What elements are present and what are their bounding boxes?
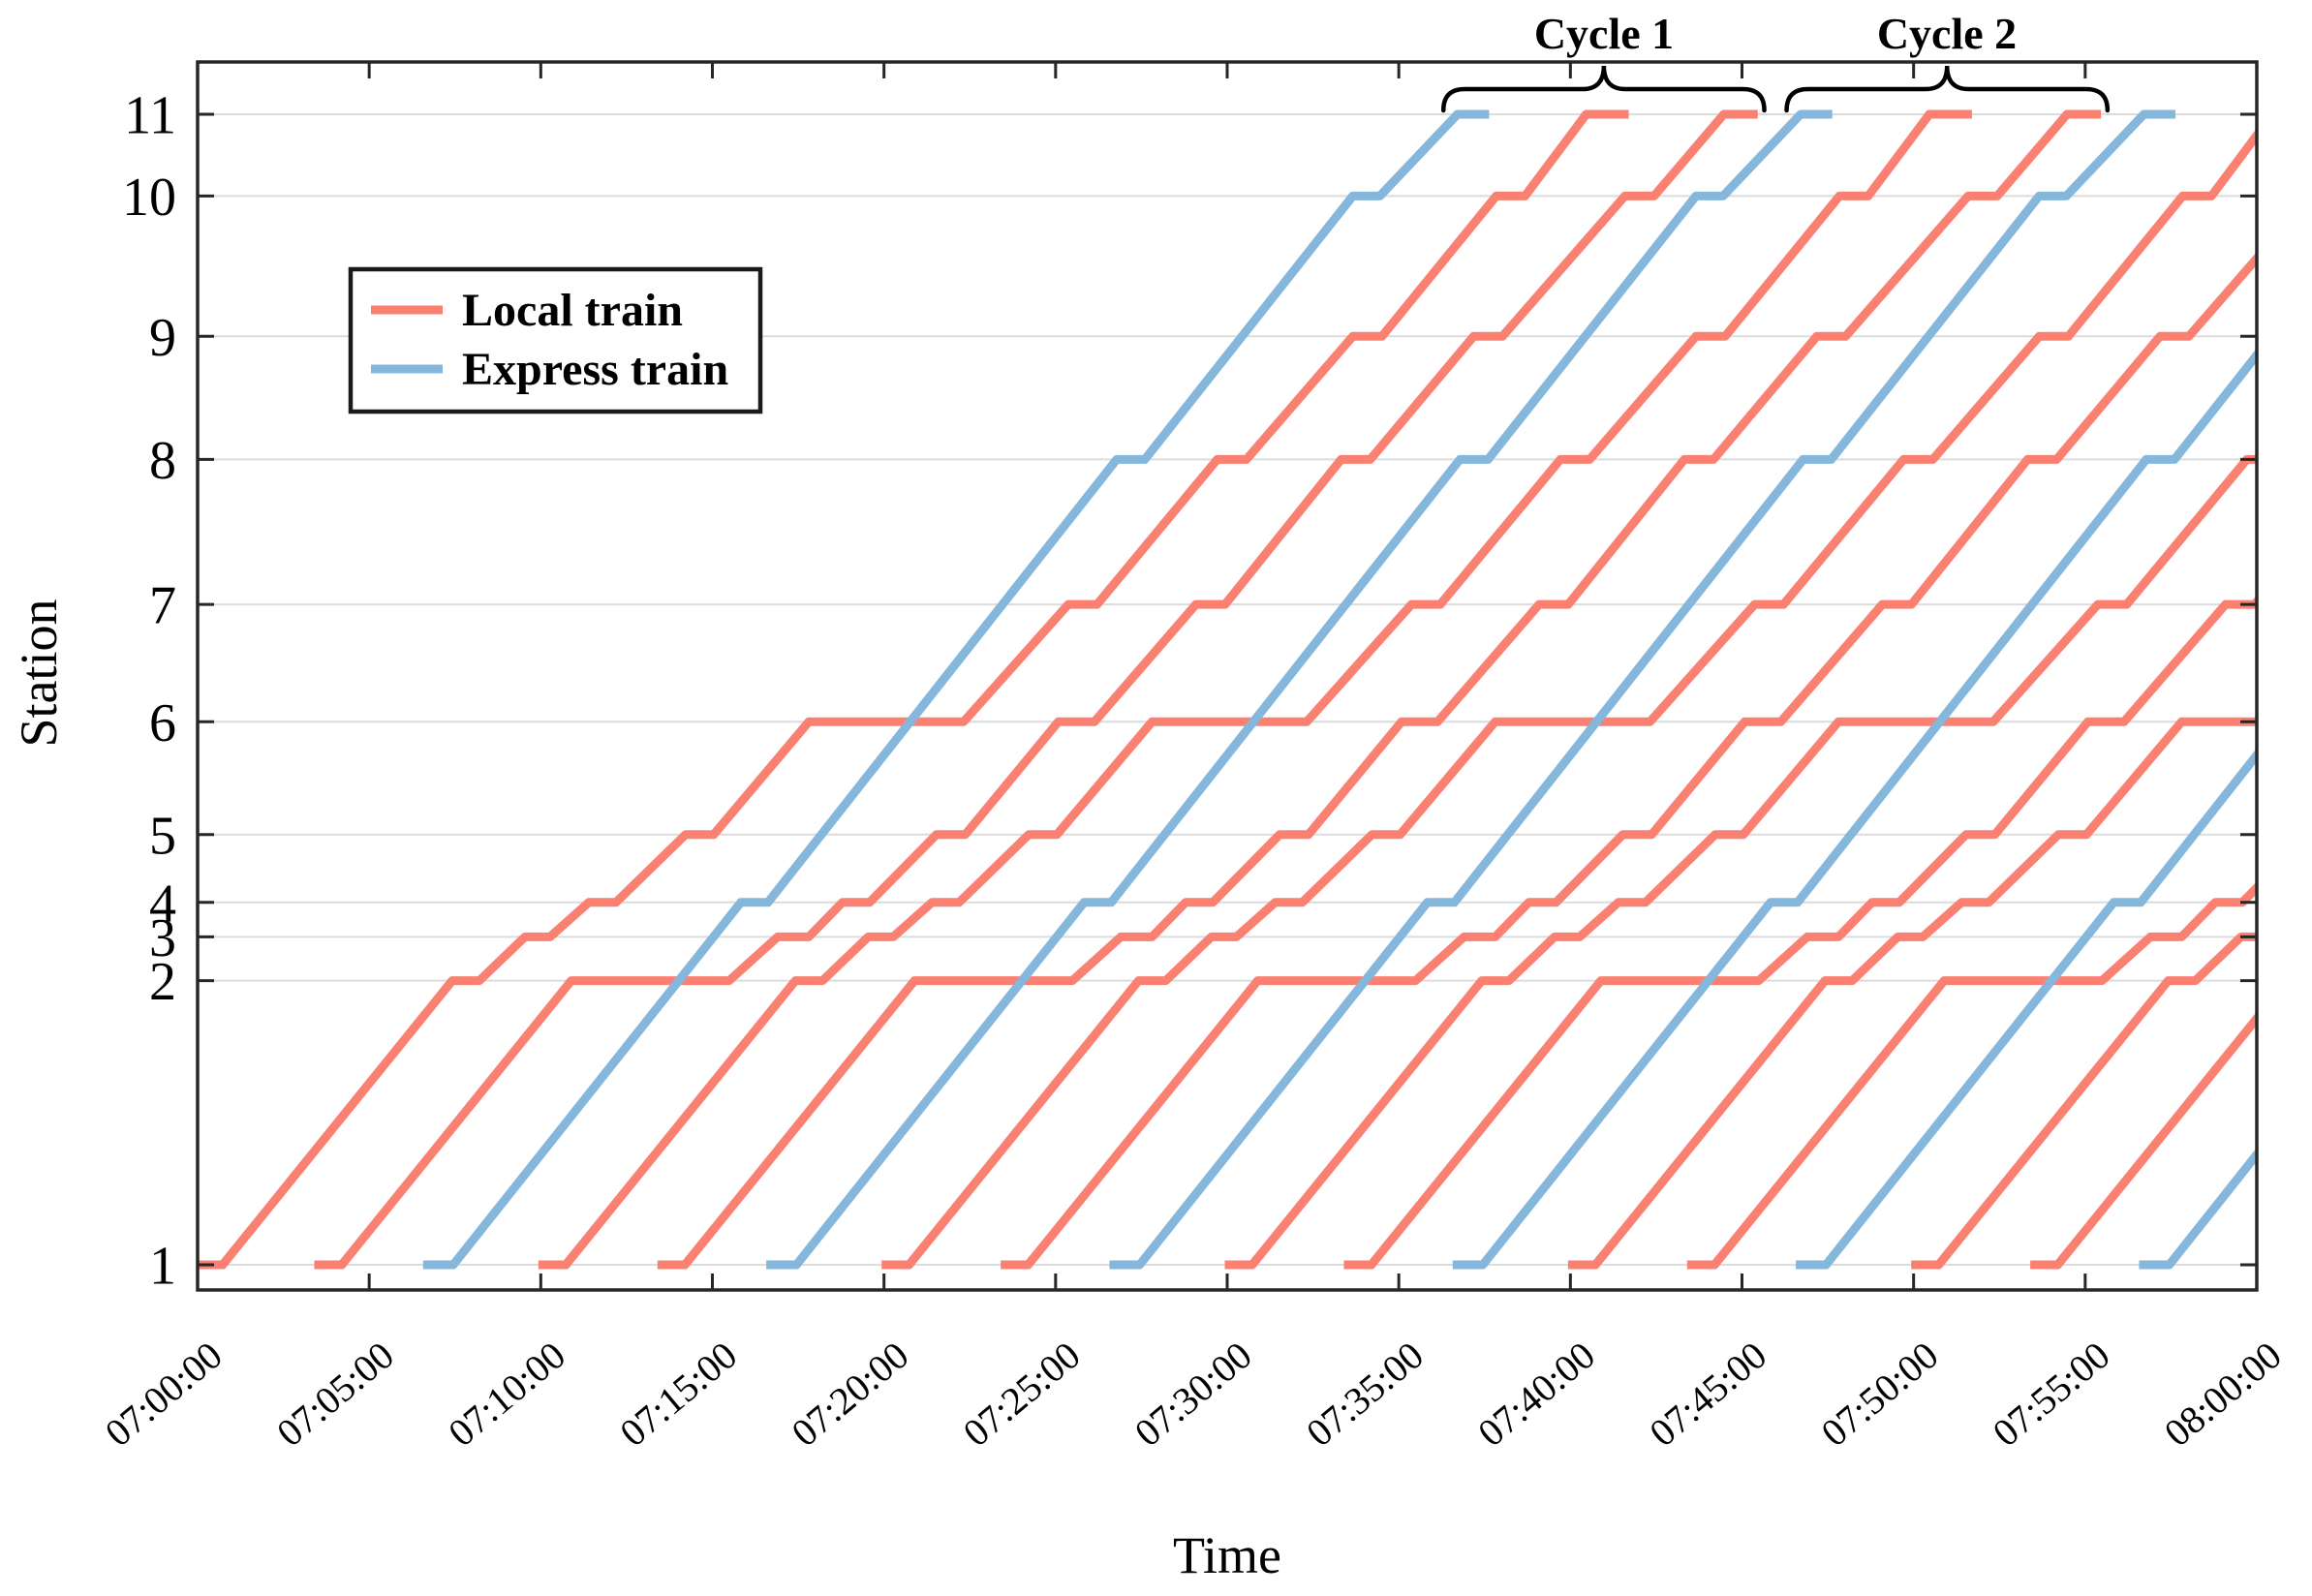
cycle-1-label: Cycle 1 <box>1534 9 1674 58</box>
cycle-brace <box>1784 65 2111 113</box>
tick-marks <box>196 62 2259 1290</box>
train-line-local <box>1911 932 2257 1270</box>
train-line-local <box>198 109 1629 1270</box>
cycle-braces <box>1440 65 2111 113</box>
legend-label-local-train: Local train <box>462 285 683 336</box>
x-tick-label: 07:50:00 <box>1813 1333 1947 1455</box>
y-tick-label: 1 <box>149 1237 176 1297</box>
x-tick-label: 07:05:00 <box>268 1333 402 1455</box>
legend-box <box>348 266 763 414</box>
train-line-express <box>422 109 1490 1270</box>
train-line-local <box>657 109 2102 1270</box>
x-tick-label: 07:40:00 <box>1469 1333 1603 1455</box>
y-tick-labels: 1 234 5 6 7 8 9 10 11 <box>122 86 176 1297</box>
train-line-local <box>1686 881 2257 1270</box>
train-line-local <box>881 128 2257 1270</box>
x-tick-label: 07:55:00 <box>1985 1333 2118 1455</box>
train-line-local <box>1001 252 2257 1270</box>
y-tick-label: 7 <box>149 576 176 636</box>
x-tick-label: 07:30:00 <box>1126 1333 1260 1455</box>
legend-label-express-train: Express train <box>462 344 728 395</box>
y-tick-label: 8 <box>149 431 176 491</box>
train-line-express <box>2139 1147 2257 1270</box>
x-tick-label: 07:35:00 <box>1298 1333 1432 1455</box>
y-tick-label: 11 <box>124 86 176 146</box>
y-tick-label: 2 <box>149 952 176 1012</box>
y-tick-label: 5 <box>149 806 176 866</box>
x-tick-label: 07:20:00 <box>784 1333 917 1455</box>
x-tick-labels: 07:00:00 07:05:00 07:10:00 07:15:00 07:20:00… <box>97 1333 2290 1455</box>
y-axis-title: Station <box>10 598 68 747</box>
cycle-brace <box>1440 65 1767 113</box>
train-line-local <box>314 109 1758 1270</box>
x-tick-label: 07:45:00 <box>1641 1333 1774 1455</box>
train-line-local <box>1224 454 2257 1270</box>
train-line-express <box>1796 748 2257 1270</box>
train-line-local <box>1343 595 2257 1270</box>
train-line-local <box>1567 717 2257 1270</box>
cycle-2-label: Cycle 2 <box>1877 9 2017 58</box>
y-tick-label: 4 <box>149 874 176 934</box>
x-tick-label: 08:00:00 <box>2156 1333 2290 1455</box>
x-tick-label: 07:15:00 <box>611 1333 745 1455</box>
train-line-local <box>538 109 1972 1270</box>
x-tick-label: 07:25:00 <box>955 1333 1089 1455</box>
x-axis-title: Time <box>1173 1526 1281 1584</box>
train-line-express <box>1452 348 2257 1270</box>
x-tick-label: 07:10:00 <box>440 1333 573 1455</box>
y-tick-label: 9 <box>149 308 176 368</box>
train-line-express <box>1109 109 2176 1270</box>
x-tick-label: 07:00:00 <box>97 1333 231 1455</box>
train-line-express <box>766 109 1833 1270</box>
y-tick-label: 6 <box>149 693 176 753</box>
legend: Local train Express train <box>348 266 763 414</box>
y-tick-label: 3 <box>149 908 176 968</box>
y-tick-label: 10 <box>122 168 176 228</box>
train-lines <box>198 109 2257 1270</box>
